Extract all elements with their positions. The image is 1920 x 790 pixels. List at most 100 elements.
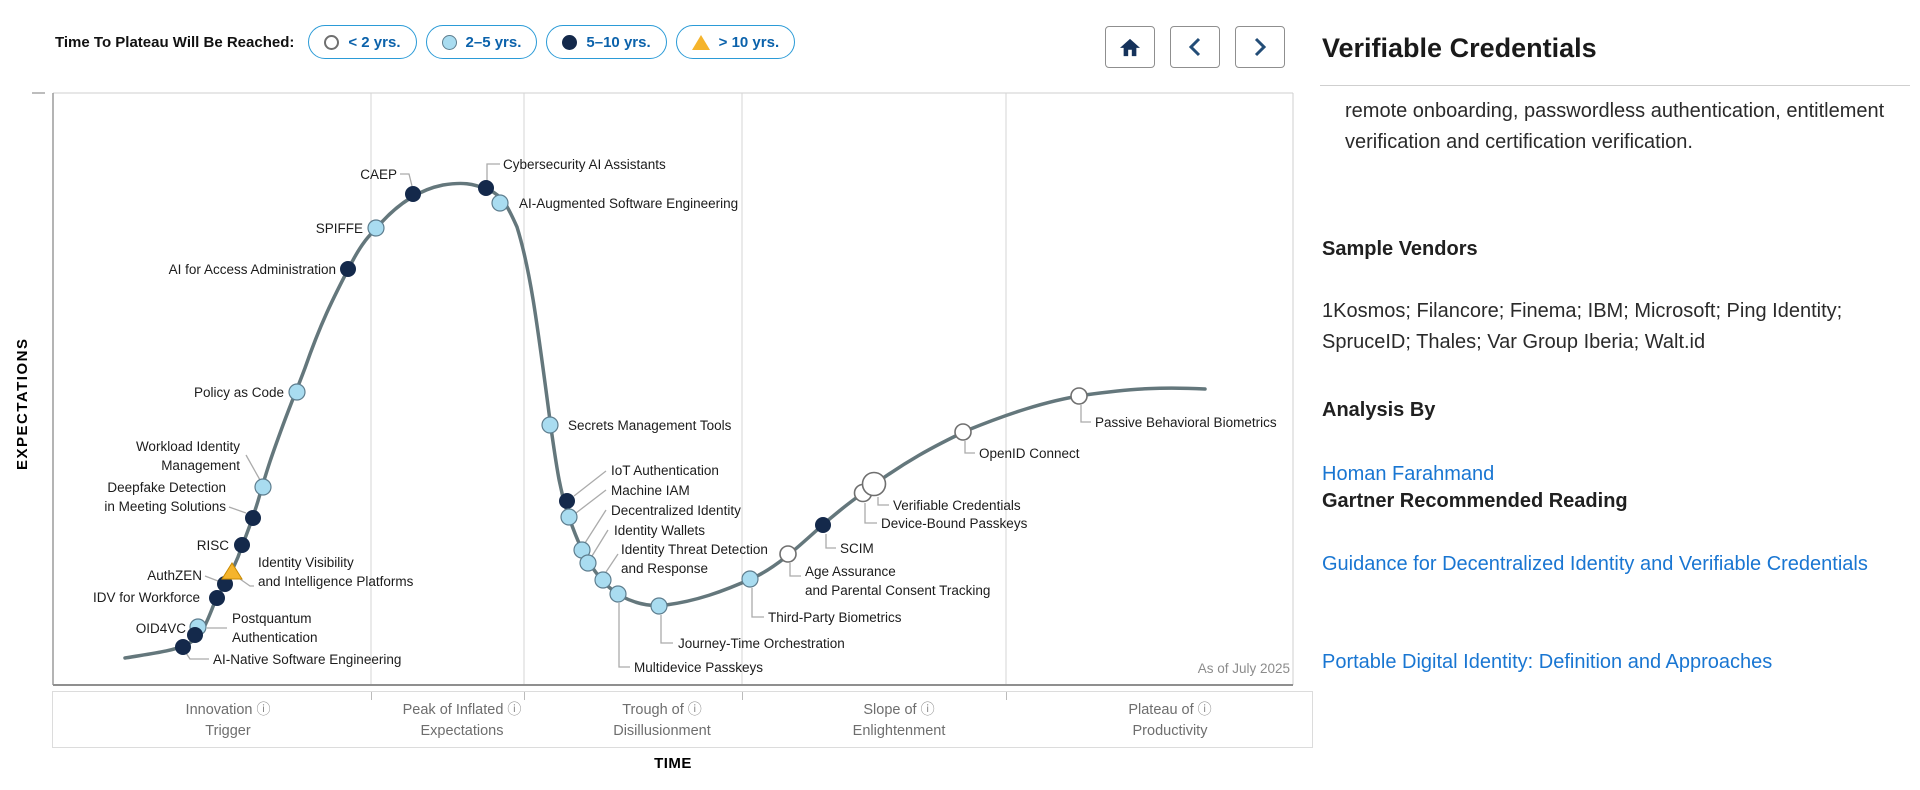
legend-pill-lt2[interactable]: < 2 yrs. [308, 25, 417, 59]
chevron-right-icon [1254, 37, 1267, 57]
phase-boundary-tick [1006, 692, 1007, 700]
point-authzen[interactable] [217, 576, 233, 592]
point-multidevice-passkeys[interactable] [609, 585, 627, 603]
point-label-third-party-biometrics[interactable]: Third-Party Biometrics [768, 610, 902, 625]
point-label-secrets-management-tools[interactable]: Secrets Management Tools [568, 418, 732, 433]
point-ai-native-software-engineering[interactable] [175, 639, 191, 655]
home-button[interactable] [1105, 26, 1155, 68]
legend-pill-label: 2–5 yrs. [465, 33, 522, 51]
point-label-ai-native-software-engineering[interactable]: AI-Native Software Engineering [213, 652, 402, 667]
label-leader-line [877, 497, 889, 506]
point-third-party-biometrics[interactable] [741, 570, 759, 588]
point-spiffe[interactable] [367, 219, 385, 237]
point-label-spiffe[interactable]: SPIFFE [315, 221, 363, 236]
point-scim[interactable] [815, 517, 831, 533]
point-risc[interactable] [234, 537, 250, 553]
point-label-ai-for-access-administration[interactable]: AI for Access Administration [168, 262, 336, 277]
point-label-idv-for-workforce[interactable]: IDV for Workforce [92, 590, 200, 605]
point-deepfake-detection-in-meeting-solutions[interactable] [245, 510, 261, 526]
point-label-identity-visibility-and-intelligence-platforms[interactable]: Identity Visibility and Intelligence Pla… [258, 555, 414, 589]
point-identity-threat-detection-and-response[interactable] [594, 571, 612, 589]
legend-symbol-lt2 [324, 34, 340, 50]
point-caep[interactable] [405, 186, 421, 202]
prev-button[interactable] [1170, 26, 1220, 68]
reading-link-2[interactable]: Portable Digital Identity: Definition an… [1322, 651, 1773, 673]
info-icon[interactable]: ⓘ [687, 701, 702, 717]
point-label-iot-authentication[interactable]: IoT Authentication [611, 463, 719, 478]
label-leader-line [605, 553, 619, 573]
phase-label-2: Peak of Inflated ⓘ Expectations [403, 699, 522, 742]
label-leader-line [245, 454, 261, 481]
point-label-journey-time-orchestration[interactable]: Journey-Time Orchestration [678, 636, 845, 651]
phase-line2: Expectations [420, 723, 504, 739]
point-label-multidevice-passkeys[interactable]: Multidevice Passkeys [634, 660, 764, 675]
point-identity-wallets[interactable] [579, 554, 597, 572]
label-leader-line [239, 578, 254, 587]
point-passive-behavioral-biometrics[interactable] [1070, 387, 1088, 405]
point-label-verifiable-credentials[interactable]: Verifiable Credentials [893, 498, 1021, 513]
point-label-policy-as-code[interactable]: Policy as Code [193, 385, 284, 400]
point-iot-authentication[interactable] [559, 493, 575, 509]
next-button[interactable] [1235, 26, 1285, 68]
point-cybersecurity-ai-assistants[interactable] [478, 180, 494, 196]
phase-label-4: Slope of ⓘ Enlightenment [853, 699, 946, 742]
detail-panel: Verifiable Credentials remote onboarding… [1320, 0, 1920, 790]
sample-vendors-heading: Sample Vendors [1322, 238, 1478, 260]
point-ai-augmented-software-engineering[interactable] [491, 194, 509, 212]
point-label-age-assurance-and-parental-consent-tracking[interactable]: Age Assurance and Parental Consent Track… [805, 564, 991, 598]
point-label-cybersecurity-ai-assistants[interactable]: Cybersecurity AI Assistants [503, 157, 666, 172]
info-icon[interactable]: ⓘ [1197, 701, 1212, 717]
info-icon[interactable]: ⓘ [256, 701, 271, 717]
phase-line2: Productivity [1132, 723, 1208, 739]
point-secrets-management-tools[interactable] [541, 416, 559, 434]
info-icon[interactable]: ⓘ [920, 701, 935, 717]
point-openid-connect[interactable] [954, 423, 972, 441]
phase-boundary-tick [371, 692, 372, 700]
point-label-caep[interactable]: CAEP [360, 167, 397, 182]
reading-link-1[interactable]: Guidance for Decentralized Identity and … [1322, 553, 1868, 575]
point-label-risc[interactable]: RISC [196, 538, 229, 553]
point-label-postquantum-authentication[interactable]: Postquantum Authentication [232, 611, 318, 645]
point-oid4vc[interactable] [187, 627, 203, 643]
point-label-machine-iam[interactable]: Machine IAM [611, 483, 690, 498]
phase-line2: Disillusionment [613, 723, 711, 739]
point-label-decentralized-identity[interactable]: Decentralized Identity [611, 503, 741, 518]
label-leader-line [573, 470, 607, 497]
point-journey-time-orchestration[interactable] [650, 597, 668, 615]
label-leader-line [400, 173, 413, 187]
legend-pill-s2to5[interactable]: 2–5 yrs. [425, 25, 538, 59]
label-leader-line [204, 575, 219, 582]
point-label-openid-connect[interactable]: OpenID Connect [979, 446, 1080, 461]
point-label-workload-identity-management[interactable]: Workload Identity Management [135, 439, 240, 473]
label-leader-line [584, 509, 607, 544]
point-label-identity-wallets[interactable]: Identity Wallets [614, 523, 706, 538]
point-workload-identity-management[interactable] [254, 478, 272, 496]
point-verifiable-credentials[interactable] [861, 471, 887, 497]
panel-divider [1320, 85, 1910, 86]
point-label-device-bound-passkeys[interactable]: Device-Bound Passkeys [881, 516, 1028, 531]
point-policy-as-code[interactable] [288, 383, 306, 401]
label-leader-line [618, 603, 630, 668]
panel-title: Verifiable Credentials [1322, 33, 1597, 63]
label-leader-line [751, 588, 764, 618]
point-label-scim[interactable]: SCIM [840, 541, 874, 556]
point-label-authzen[interactable]: AuthZEN [147, 568, 202, 583]
info-icon[interactable]: ⓘ [507, 701, 522, 717]
point-machine-iam[interactable] [560, 508, 578, 526]
point-ai-for-access-administration[interactable] [340, 261, 356, 277]
legend-pills: < 2 yrs. 2–5 yrs. 5–10 yrs. > 10 yrs. [308, 25, 796, 59]
point-label-identity-threat-detection-and-response[interactable]: Identity Threat Detection and Response [621, 542, 768, 576]
analyst-link[interactable]: Homan Farahmand [1322, 463, 1495, 485]
legend-pill-gt10[interactable]: > 10 yrs. [675, 25, 796, 59]
point-age-assurance-and-parental-consent-tracking[interactable] [779, 545, 797, 563]
point-label-ai-augmented-software-engineering[interactable]: AI-Augmented Software Engineering [519, 196, 739, 211]
point-label-deepfake-detection-in-meeting-solutions[interactable]: Deepfake Detection in Meeting Solutions [104, 480, 226, 514]
legend-pill-s5to10[interactable]: 5–10 yrs. [546, 25, 667, 59]
phase-line1: Innovation [185, 702, 253, 718]
point-label-oid4vc[interactable]: OID4VC [135, 621, 186, 636]
point-idv-for-workforce[interactable] [209, 590, 225, 606]
point-identity-visibility-and-intelligence-platforms[interactable] [221, 562, 243, 580]
phase-line2: Trigger [205, 723, 251, 739]
point-label-passive-behavioral-biometrics[interactable]: Passive Behavioral Biometrics [1095, 415, 1277, 430]
sample-vendors-text: 1Kosmos; Filancore; Finema; IBM; Microso… [1322, 300, 1843, 353]
